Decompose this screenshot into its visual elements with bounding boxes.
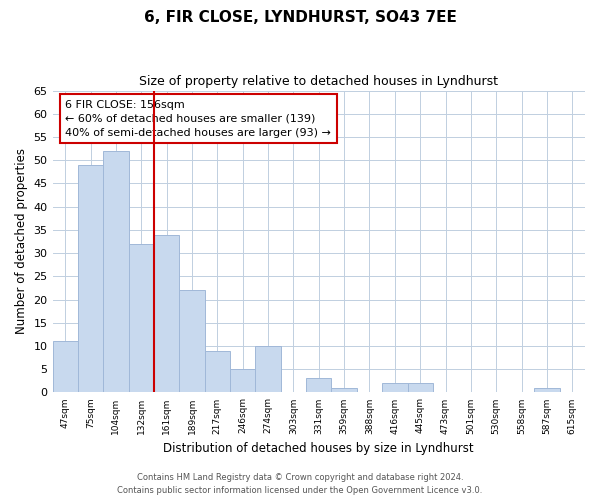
Bar — [53, 342, 78, 392]
Bar — [382, 383, 407, 392]
Bar — [256, 346, 281, 393]
Bar — [103, 151, 128, 392]
Y-axis label: Number of detached properties: Number of detached properties — [15, 148, 28, 334]
Bar — [128, 244, 154, 392]
Bar — [407, 383, 433, 392]
Bar — [230, 369, 256, 392]
Bar — [331, 388, 357, 392]
X-axis label: Distribution of detached houses by size in Lyndhurst: Distribution of detached houses by size … — [163, 442, 474, 455]
Bar — [78, 165, 103, 392]
Bar — [154, 234, 179, 392]
Text: 6, FIR CLOSE, LYNDHURST, SO43 7EE: 6, FIR CLOSE, LYNDHURST, SO43 7EE — [143, 10, 457, 25]
Bar — [534, 388, 560, 392]
Text: 6 FIR CLOSE: 156sqm
← 60% of detached houses are smaller (139)
40% of semi-detac: 6 FIR CLOSE: 156sqm ← 60% of detached ho… — [65, 100, 331, 138]
Bar — [306, 378, 331, 392]
Title: Size of property relative to detached houses in Lyndhurst: Size of property relative to detached ho… — [139, 75, 498, 88]
Text: Contains HM Land Registry data © Crown copyright and database right 2024.
Contai: Contains HM Land Registry data © Crown c… — [118, 473, 482, 495]
Bar — [205, 350, 230, 393]
Bar — [179, 290, 205, 392]
